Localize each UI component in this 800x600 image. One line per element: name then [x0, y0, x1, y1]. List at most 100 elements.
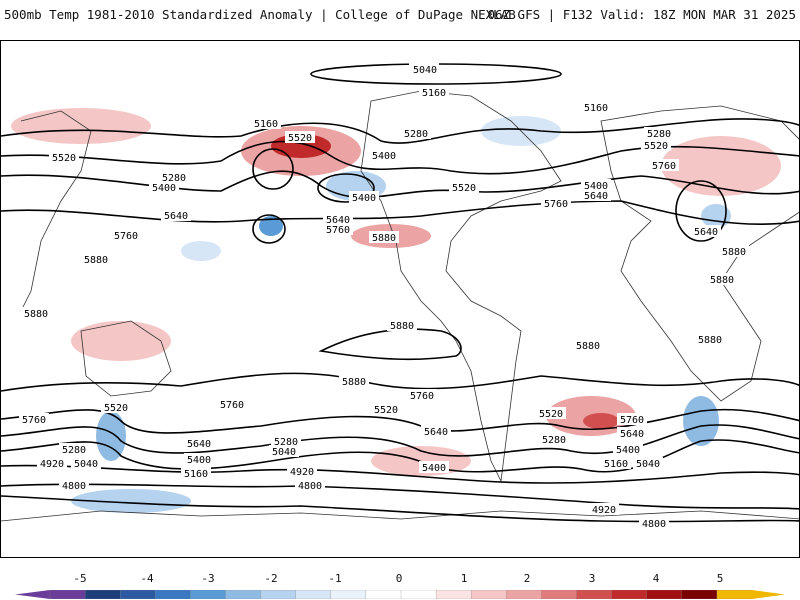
contour-4800-south: [1, 495, 799, 523]
colorbar-segment-zero: [400, 590, 437, 599]
label-5400-pacific: 5400: [152, 183, 176, 194]
contour-europe-low: [675, 180, 727, 242]
label-5640-south: 5640: [424, 427, 448, 438]
colorbar-swatches: [15, 590, 785, 599]
colorbar-tick-neg3: -3: [201, 572, 215, 585]
cold-anomaly-low: [259, 216, 283, 236]
contour-5520-ridge: [252, 148, 294, 190]
colorbar-tick-3: 3: [588, 572, 596, 585]
label-5520-south-pacific: 5520: [374, 405, 398, 416]
label-5880-asia: 5880: [84, 255, 108, 266]
label-5520-ridge: 5520: [288, 133, 312, 144]
colorbar-tick-5: 5: [716, 572, 724, 585]
cold-anomaly-south-east: [683, 396, 719, 446]
colorbar-segment-neg35: [155, 590, 192, 599]
colorbar-segment-pos2: [506, 590, 543, 599]
colorbar-segment-pos3: [576, 590, 613, 599]
americas-coastline: [360, 90, 562, 483]
label-5280-pacific: 5280: [162, 173, 186, 184]
label-5640-mid: 5640: [326, 215, 350, 226]
contour-5760-south: [1, 372, 799, 392]
label-5040-south: 5040: [272, 447, 296, 458]
label-5520-left: 5520: [52, 153, 76, 164]
contour-5040-south: [1, 464, 799, 484]
colorbar-arrow-low: [15, 590, 50, 599]
label-5160-top: 5160: [422, 88, 446, 99]
label-5880-mexico: 5880: [372, 233, 396, 244]
colorbar-segment-pos4: [646, 590, 683, 599]
label-5520-right: 5520: [644, 141, 668, 152]
cold-anomaly-antarctic: [71, 489, 191, 513]
label-4920-south-atlantic: 4920: [592, 505, 616, 516]
cold-anomaly-pacific: [181, 241, 221, 261]
label-5400-atlantic: 5400: [584, 181, 608, 192]
label-5040-west: 5040: [74, 459, 98, 470]
eurasia-africa-coastline: [600, 105, 799, 402]
colorbar-segment-pos35: [611, 590, 648, 599]
label-4800-west: 4800: [62, 481, 86, 492]
label-5880-africa: 5880: [722, 247, 746, 258]
contour-5640-south: [1, 408, 799, 434]
colorbar-tick-neg4: -4: [140, 572, 154, 585]
label-5880-south: 5880: [342, 377, 366, 388]
colorbar-arrow-high: [752, 590, 785, 599]
colorbar-segment-pos45: [681, 590, 718, 599]
colorbar-segment-neg2: [260, 590, 297, 599]
contour-5880-pacific: [318, 328, 462, 361]
map-header: 500mb Temp 1981-2010 Standardized Anomal…: [0, 0, 800, 30]
colorbar-segment-neg1: [330, 590, 367, 599]
colorbar-tick-neg2: -2: [264, 572, 278, 585]
label-5520-south-atlantic: 5520: [539, 409, 563, 420]
label-5160-left: 5160: [254, 119, 278, 130]
label-5880-indian: 5880: [24, 309, 48, 320]
label-5280-south-west: 5280: [62, 445, 86, 456]
label-5640-south-atlantic: 5640: [620, 429, 644, 440]
map-canvas: 5040 5160 5160 5160 5280 5280 5520 5520 …: [1, 63, 799, 530]
colorbar-segment-neg4: [120, 590, 156, 599]
label-5640-europe: 5640: [694, 227, 718, 238]
label-5160-right: 5160: [584, 103, 608, 114]
label-4800-south: 4800: [298, 481, 322, 492]
label-5640-south-indian: 5640: [187, 439, 211, 450]
coastlines: [1, 90, 799, 522]
colorbar-tick-4: 4: [652, 572, 660, 585]
label-5760-europe: 5760: [652, 161, 676, 172]
colorbar-tick-neg5: -5: [73, 572, 87, 585]
cold-anomaly-south-indian: [96, 411, 126, 461]
anomaly-map: 5040 5160 5160 5160 5280 5280 5520 5520 …: [0, 40, 800, 558]
colorbar-segment-pos25: [541, 590, 578, 599]
label-5160-south-atlantic: 5160: [604, 459, 628, 470]
label-5160-south-indian: 5160: [184, 469, 208, 480]
colorbar-segment-zero: [365, 590, 402, 599]
label-5880-pacific: 5880: [390, 321, 414, 332]
model-run-info: 06Z GFS | F132 Valid: 18Z MON MAR 31 202…: [487, 7, 796, 22]
label-5880-africa-2: 5880: [710, 275, 734, 286]
label-5520-south-indian: 5520: [104, 403, 128, 414]
label-5280-south-atlantic: 5280: [542, 435, 566, 446]
colorbar-segment-neg15: [295, 590, 332, 599]
label-5760-west: 5760: [114, 231, 138, 242]
label-5880-atlantic: 5880: [576, 341, 600, 352]
label-5640-pacific: 5640: [164, 211, 188, 222]
label-4920-west: 4920: [40, 459, 64, 470]
label-5760-south-atlantic: 5760: [620, 415, 644, 426]
colorbar-segment-pos5: [716, 590, 753, 599]
contour-5760-north: [1, 200, 799, 226]
label-5760-mid: 5760: [326, 225, 350, 236]
warm-anomaly-south-atlantic-core: [583, 413, 619, 429]
label-5040-top: 5040: [413, 65, 437, 76]
anomaly-colorbar: -5 -4 -3 -2 -1 0 1 2 3 4 5: [0, 568, 800, 600]
label-5280-south: 5280: [274, 437, 298, 448]
antarctica-coastline: [1, 510, 799, 522]
label-5760-west-south: 5760: [22, 415, 46, 426]
asia-west-coastline: [20, 110, 92, 312]
label-5880-africa-3: 5880: [698, 335, 722, 346]
contour-cutoff-low: [252, 214, 286, 244]
label-5400-alaska: 5400: [372, 151, 396, 162]
map-title: 500mb Temp 1981-2010 Standardized Anomal…: [4, 7, 516, 22]
colorbar-tick-neg1: -1: [328, 572, 342, 585]
contour-5280-north: [1, 118, 799, 144]
australia-coastline: [80, 320, 172, 397]
label-5760-south-2: 5760: [220, 400, 244, 411]
label-5280-mid: 5280: [404, 129, 428, 140]
